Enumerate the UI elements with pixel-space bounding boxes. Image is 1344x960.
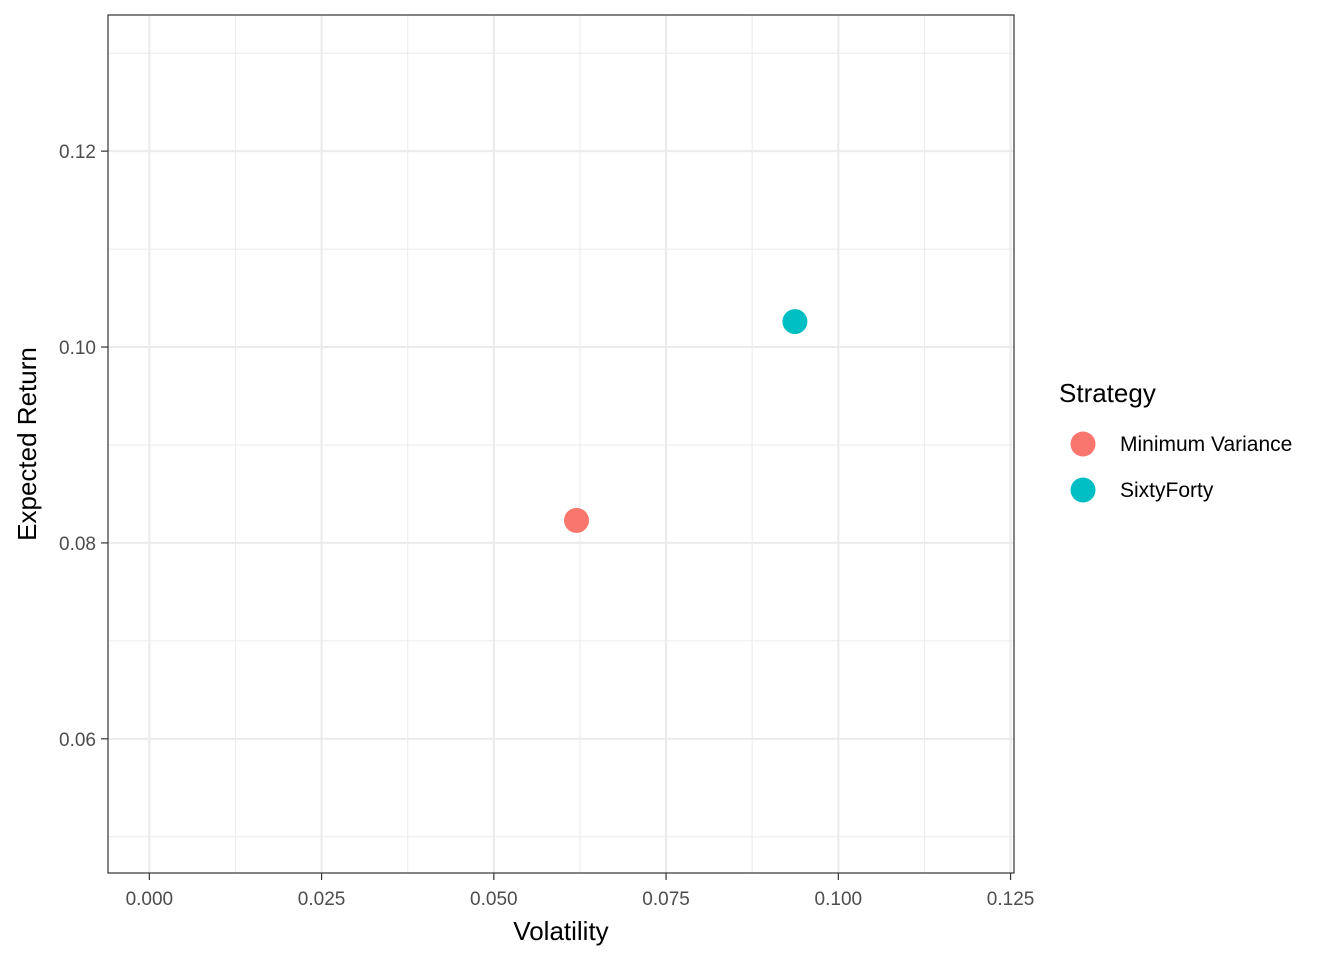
grid-major — [108, 15, 1014, 873]
x-tick-label: 0.025 — [298, 889, 346, 910]
data-points — [564, 309, 808, 533]
grid-minor — [108, 15, 1014, 873]
legend-key — [1070, 477, 1096, 503]
y-tick-label: 0.12 — [59, 142, 96, 163]
x-tick-label: 0.100 — [815, 889, 863, 910]
x-axis: 0.000 0.025 0.050 0.075 0.100 0.125 — [126, 873, 1035, 910]
legend-label: Minimum Variance — [1120, 433, 1292, 456]
x-tick-label: 0.000 — [126, 889, 174, 910]
legend-title: Strategy — [1059, 378, 1156, 408]
data-point — [782, 309, 808, 335]
legend: Strategy Minimum Variance SixtyForty — [1059, 378, 1292, 503]
legend-key — [1070, 431, 1096, 457]
legend-label: SixtyForty — [1120, 479, 1214, 502]
x-tick-label: 0.075 — [642, 889, 690, 910]
y-axis-title: Expected Return — [12, 347, 42, 541]
x-axis-title: Volatility — [513, 916, 608, 946]
y-tick-label: 0.08 — [59, 534, 96, 555]
plot-panel — [108, 15, 1014, 873]
x-tick-label: 0.125 — [987, 889, 1035, 910]
y-tick-label: 0.10 — [59, 338, 96, 359]
y-axis: 0.06 0.08 0.10 0.12 — [59, 142, 108, 751]
y-tick-label: 0.06 — [59, 730, 96, 751]
legend-items: Minimum Variance SixtyForty — [1070, 431, 1292, 503]
data-point — [564, 507, 590, 533]
x-tick-label: 0.050 — [470, 889, 518, 910]
plot-border — [107, 14, 1015, 874]
